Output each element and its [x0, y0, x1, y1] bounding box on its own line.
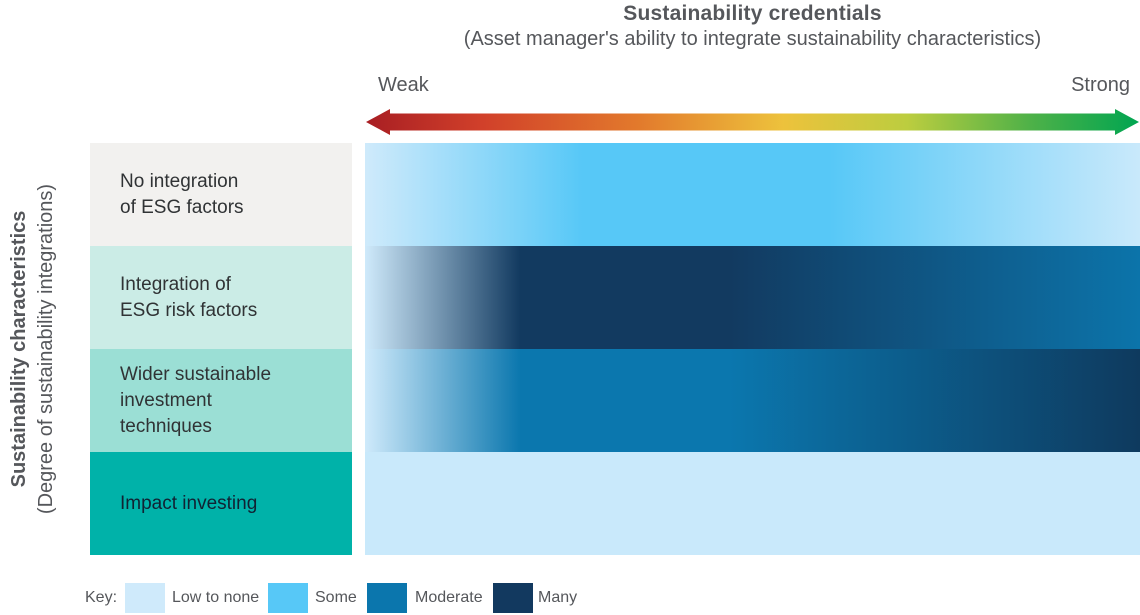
row-label-line: Integration of: [120, 273, 231, 295]
legend-swatch-low-to-none: [125, 583, 165, 613]
row-band-no-integration: [365, 143, 1140, 246]
scale-label-weak: Weak: [378, 74, 429, 96]
row-label-esg-risk: Integration of ESG risk factors: [90, 246, 352, 349]
chart-title: Sustainability credentials: [623, 2, 882, 25]
row-label-line: techniques: [120, 415, 212, 437]
gradient-arrow-icon: [366, 109, 1139, 135]
row-label-line: investment: [120, 389, 212, 411]
row-band-impact-investing: [365, 452, 1140, 555]
row-band-wider-sustainable: [365, 349, 1140, 452]
row-label-impact-investing: Impact investing: [90, 452, 352, 555]
scale-label-strong: Strong: [1071, 74, 1130, 96]
row-label-line: of ESG factors: [120, 196, 244, 218]
legend-swatch-many: [493, 583, 533, 613]
row-label-line: ESG risk factors: [120, 299, 258, 321]
row-label-wider-sustainable: Wider sustainable investment techniques: [90, 349, 352, 452]
y-axis-label: Sustainability characteristics (Degree o…: [0, 143, 66, 555]
row-label-line: Wider sustainable: [120, 363, 272, 385]
legend-label-many: Many: [538, 589, 578, 606]
row-label-line: Impact investing: [120, 492, 258, 514]
y-axis-label-main: Sustainability characteristics: [8, 210, 31, 488]
legend-swatch-moderate: [367, 583, 407, 613]
legend-title: Key:: [85, 589, 118, 606]
row-label-no-integration: No integration of ESG factors: [90, 143, 352, 246]
legend-swatch-some: [268, 583, 308, 613]
weak-strong-gradient-arrow: [365, 106, 1140, 138]
legend-label-low-to-none: Low to none: [172, 589, 260, 606]
legend-label-moderate: Moderate: [415, 589, 483, 606]
row-band-esg-risk: [365, 246, 1140, 349]
y-axis-label-sub: (Degree of sustainability integrations): [35, 183, 58, 515]
chart-subtitle: (Asset manager's ability to integrate su…: [463, 28, 1042, 50]
legend-label-some: Some: [315, 589, 357, 606]
row-label-line: No integration: [120, 170, 239, 192]
